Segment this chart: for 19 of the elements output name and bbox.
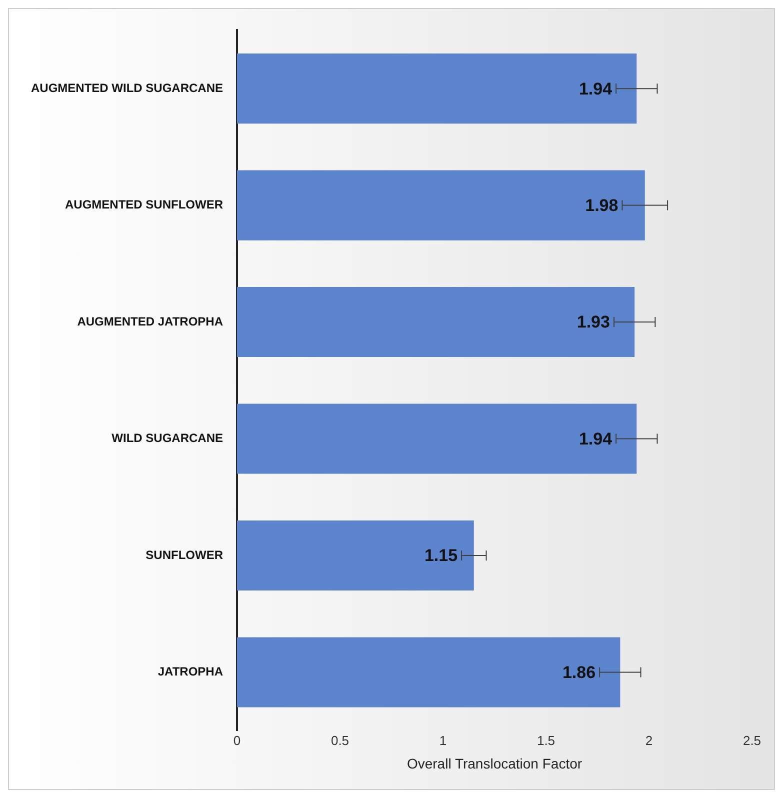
x-tick-label: 1.5 xyxy=(536,732,556,748)
y-tick-label: AUGMENTED SUNFLOWER xyxy=(64,198,224,212)
data-label: 1.94 xyxy=(578,79,613,98)
data-label: 1.93 xyxy=(576,312,610,332)
y-tick-label: SUNFLOWER xyxy=(146,548,224,562)
x-tick-label: 0 xyxy=(233,732,241,748)
data-label: 1.86 xyxy=(562,662,596,682)
x-tick-label: 2 xyxy=(645,732,653,748)
x-tick-label: 1 xyxy=(439,732,447,748)
y-tick-label: AUGMENTED JATROPHA xyxy=(77,314,224,328)
x-axis-title: Overall Translocation Factor xyxy=(406,755,582,772)
data-label: 1.15 xyxy=(424,546,458,566)
data-label: 1.94 xyxy=(578,429,613,448)
x-tick-label: 2.5 xyxy=(742,732,762,748)
x-tick-label: 0.5 xyxy=(330,732,350,748)
data-label: 1.98 xyxy=(585,196,618,215)
y-tick-label: JATROPHA xyxy=(158,664,224,679)
y-tick-label: AUGMENTED WILD SUGARCANE xyxy=(30,80,223,95)
y-tick-label: WILD SUGARCANE xyxy=(112,431,223,446)
